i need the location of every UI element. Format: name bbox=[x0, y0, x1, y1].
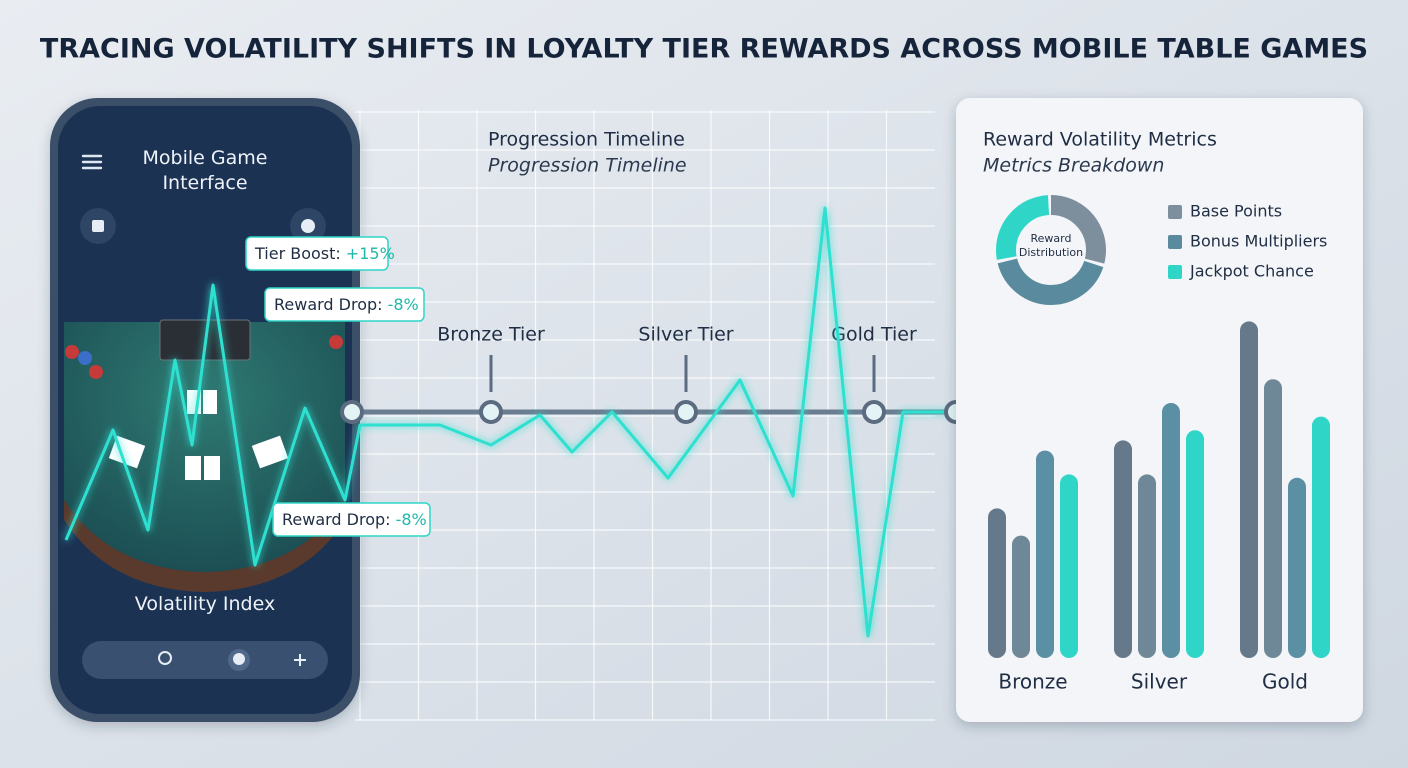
bar bbox=[1264, 379, 1282, 658]
legend-swatch bbox=[1168, 235, 1182, 249]
card bbox=[251, 435, 289, 469]
metrics-subtitle: Metrics Breakdown bbox=[983, 155, 1164, 177]
volatility-trace bbox=[64, 206, 956, 638]
bar bbox=[1162, 403, 1180, 658]
phone-footer: Volatility Index bbox=[134, 593, 276, 615]
tier-label: Gold Tier bbox=[831, 324, 917, 346]
bar bbox=[1186, 430, 1204, 658]
callout-box bbox=[272, 502, 431, 537]
bar bbox=[1114, 440, 1132, 658]
page-title: TRACING VOLATILITY SHIFTS IN LOYALTY TIE… bbox=[40, 34, 1368, 65]
legend-swatch bbox=[1168, 205, 1182, 219]
chip bbox=[65, 345, 79, 359]
card bbox=[185, 456, 201, 480]
donut-center: Reward Distribution bbox=[1018, 232, 1084, 259]
donut-center-label: Reward Distribution bbox=[1018, 232, 1084, 259]
search-button[interactable] bbox=[158, 651, 172, 665]
callout-text: Reward Drop: -8% bbox=[282, 510, 427, 529]
donut-segment bbox=[996, 195, 1106, 305]
callout-label: Tier Boost: bbox=[254, 244, 341, 263]
card bbox=[203, 390, 217, 414]
card bbox=[204, 456, 220, 480]
bar bbox=[1060, 474, 1078, 658]
callout-text: Reward Drop: -8% bbox=[274, 295, 419, 314]
timeline-node[interactable] bbox=[674, 400, 698, 424]
phone-footer-box: Volatility Index bbox=[134, 593, 276, 615]
timeline-title: Progression Timeline bbox=[488, 129, 685, 151]
callout-box bbox=[264, 287, 425, 322]
bar bbox=[1036, 450, 1054, 658]
bar-chart: Bronze Silver Gold bbox=[988, 321, 1330, 694]
callout-value: +15% bbox=[346, 244, 395, 263]
add-button[interactable] bbox=[294, 654, 306, 666]
timeline-node[interactable] bbox=[479, 400, 503, 424]
category-label: Bronze bbox=[998, 670, 1067, 694]
legend-swatch bbox=[1168, 265, 1182, 279]
callout-box bbox=[245, 236, 389, 271]
chip bbox=[78, 351, 92, 365]
bar bbox=[1012, 535, 1030, 658]
callout-label: Reward Drop: bbox=[282, 510, 391, 529]
timeline-node[interactable] bbox=[340, 400, 364, 424]
chip bbox=[89, 365, 103, 379]
callout-text: Tier Boost: +15% bbox=[254, 244, 395, 263]
icon bbox=[233, 653, 245, 665]
donut bbox=[996, 195, 1106, 305]
metrics-panel bbox=[956, 98, 1363, 722]
phone-title-box: Mobile Game Interface bbox=[142, 147, 268, 194]
bar bbox=[1138, 474, 1156, 658]
callout-value: -8% bbox=[388, 295, 419, 314]
category-label: Silver bbox=[1131, 670, 1188, 694]
callout-value: -8% bbox=[396, 510, 427, 529]
grid bbox=[355, 110, 935, 721]
bar bbox=[1240, 321, 1258, 658]
callouts: Tier Boost: +15%Reward Drop: -8%Reward Dro… bbox=[245, 236, 431, 537]
legend-label: Base Points bbox=[1190, 202, 1282, 221]
timeline-subtitle: Progression Timeline bbox=[488, 155, 687, 177]
legend: Base Points Bonus Multipliers Jackpot Chan… bbox=[1168, 202, 1327, 281]
tier-label: Bronze Tier bbox=[437, 324, 545, 346]
category-label: Gold bbox=[1262, 670, 1308, 694]
timeline-node[interactable] bbox=[862, 400, 886, 424]
table-rail bbox=[64, 500, 345, 592]
bottom-bar bbox=[82, 641, 328, 679]
tier-group: Bronze Tier Silver Tier Gold Tier bbox=[437, 324, 917, 392]
legend-label: Jackpot Chance bbox=[1189, 262, 1314, 281]
bar bbox=[1288, 477, 1306, 658]
callout-label: Reward Drop: bbox=[274, 295, 383, 314]
icon bbox=[92, 220, 104, 232]
legend-label: Bonus Multipliers bbox=[1190, 232, 1327, 251]
donut-segment bbox=[996, 195, 1106, 305]
donut-segment bbox=[996, 195, 1106, 305]
chip bbox=[329, 335, 343, 349]
menu-icon bbox=[81, 154, 103, 170]
metrics-title: Reward Volatility Metrics bbox=[983, 129, 1217, 151]
phone-title: Mobile Game Interface bbox=[142, 147, 268, 194]
bar bbox=[1312, 416, 1330, 658]
tier-label: Silver Tier bbox=[638, 324, 733, 346]
bar bbox=[988, 508, 1006, 658]
icon bbox=[301, 219, 315, 233]
